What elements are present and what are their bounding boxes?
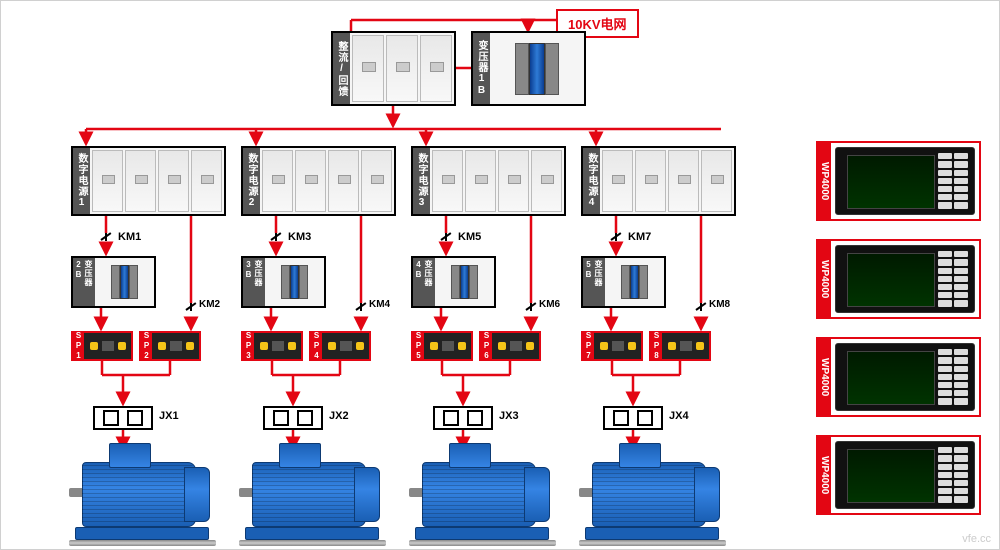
xfmr1b-label: 变压器1B — [473, 33, 490, 104]
switch-label: KM3 — [288, 231, 311, 243]
watermark: vfe.cc — [962, 533, 991, 545]
switch-KM5 — [441, 233, 451, 251]
transformer-label: 变压器3B — [243, 258, 265, 306]
analyzer-label: WP4000 — [818, 143, 831, 219]
sensor-label: SP8 — [651, 333, 662, 359]
junction-JX3 — [433, 406, 493, 430]
sensor-label: SP7 — [583, 333, 594, 359]
analyzer-label: WP4000 — [818, 339, 831, 415]
transformer-3b: 变压器3B — [241, 256, 326, 308]
junction-label: JX4 — [669, 410, 689, 422]
junction-label: JX1 — [159, 410, 179, 422]
switch-label: KM4 — [369, 299, 390, 310]
analyzer-device-icon — [835, 343, 975, 411]
switch-KM2 — [186, 303, 196, 321]
junction-JX2 — [263, 406, 323, 430]
switch-label: KM5 — [458, 231, 481, 243]
switch-KM4 — [356, 303, 366, 321]
switch-label: KM2 — [199, 299, 220, 310]
switch-KM6 — [526, 303, 536, 321]
digital-source-3-label: 数字电源3 — [413, 148, 430, 214]
switch-KM1 — [101, 233, 111, 251]
transformer-label: 变压器4B — [413, 258, 435, 306]
digital-source-1: 数字电源1 — [71, 146, 226, 216]
sensor-SP7: SP7 — [581, 331, 643, 361]
diagram-canvas: vfe.cc 10KV电网整流/回馈变压器1B数字电源1KM1变压器2BKM2S… — [0, 0, 1000, 550]
analyzer-device-icon — [835, 245, 975, 313]
transformer-label: 变压器2B — [73, 258, 95, 306]
sensor-SP1: SP1 — [71, 331, 133, 361]
switch-label: KM6 — [539, 299, 560, 310]
sensor-label: SP6 — [481, 333, 492, 359]
transformer-label: 变压器5B — [583, 258, 605, 306]
junction-label: JX2 — [329, 410, 349, 422]
digital-source-2-label: 数字电源2 — [243, 148, 260, 214]
transformer-4b: 变压器4B — [411, 256, 496, 308]
sensor-SP5: SP5 — [411, 331, 473, 361]
transformer-5b: 变压器5B — [581, 256, 666, 308]
motor-2 — [239, 441, 399, 546]
sensor-label: SP1 — [73, 333, 84, 359]
digital-source-4-label: 数字电源4 — [583, 148, 600, 214]
switch-label: KM7 — [628, 231, 651, 243]
switch-KM7 — [611, 233, 621, 251]
sensor-SP4: SP4 — [309, 331, 371, 361]
switch-label: KM8 — [709, 299, 730, 310]
analyzer-label: WP4000 — [818, 241, 831, 317]
rectifier-unit: 整流/回馈 — [331, 31, 456, 106]
analyzer-device-icon — [835, 147, 975, 215]
motor-4 — [579, 441, 739, 546]
sensor-SP2: SP2 — [139, 331, 201, 361]
motor-3 — [409, 441, 569, 546]
switch-label: KM1 — [118, 231, 141, 243]
analyzer-device-icon — [835, 441, 975, 509]
power-analyzer-2: WP4000 — [816, 239, 981, 319]
sensor-label: SP3 — [243, 333, 254, 359]
sensor-label: SP2 — [141, 333, 152, 359]
rectifier-label: 整流/回馈 — [333, 33, 350, 104]
motor-1 — [69, 441, 229, 546]
digital-source-1-label: 数字电源1 — [73, 148, 90, 214]
switch-KM8 — [696, 303, 706, 321]
sensor-label: SP4 — [311, 333, 322, 359]
digital-source-4: 数字电源4 — [581, 146, 736, 216]
sensor-SP6: SP6 — [479, 331, 541, 361]
junction-JX4 — [603, 406, 663, 430]
power-analyzer-3: WP4000 — [816, 337, 981, 417]
sensor-SP8: SP8 — [649, 331, 711, 361]
power-analyzer-1: WP4000 — [816, 141, 981, 221]
sensor-SP3: SP3 — [241, 331, 303, 361]
digital-source-3: 数字电源3 — [411, 146, 566, 216]
xfmr1b-unit: 变压器1B — [471, 31, 586, 106]
junction-label: JX3 — [499, 410, 519, 422]
transformer-2b: 变压器2B — [71, 256, 156, 308]
power-analyzer-4: WP4000 — [816, 435, 981, 515]
analyzer-label: WP4000 — [818, 437, 831, 513]
switch-KM3 — [271, 233, 281, 251]
sensor-label: SP5 — [413, 333, 424, 359]
junction-JX1 — [93, 406, 153, 430]
digital-source-2: 数字电源2 — [241, 146, 396, 216]
